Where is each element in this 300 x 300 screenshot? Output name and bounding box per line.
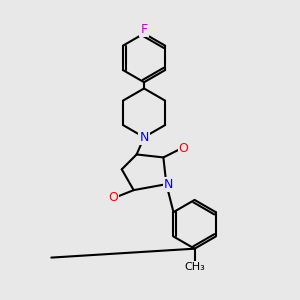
Text: O: O: [109, 191, 118, 204]
Text: O: O: [178, 142, 188, 155]
Text: N: N: [140, 131, 149, 144]
Text: F: F: [140, 22, 148, 35]
Text: CH₃: CH₃: [184, 262, 205, 272]
Text: N: N: [164, 178, 173, 191]
